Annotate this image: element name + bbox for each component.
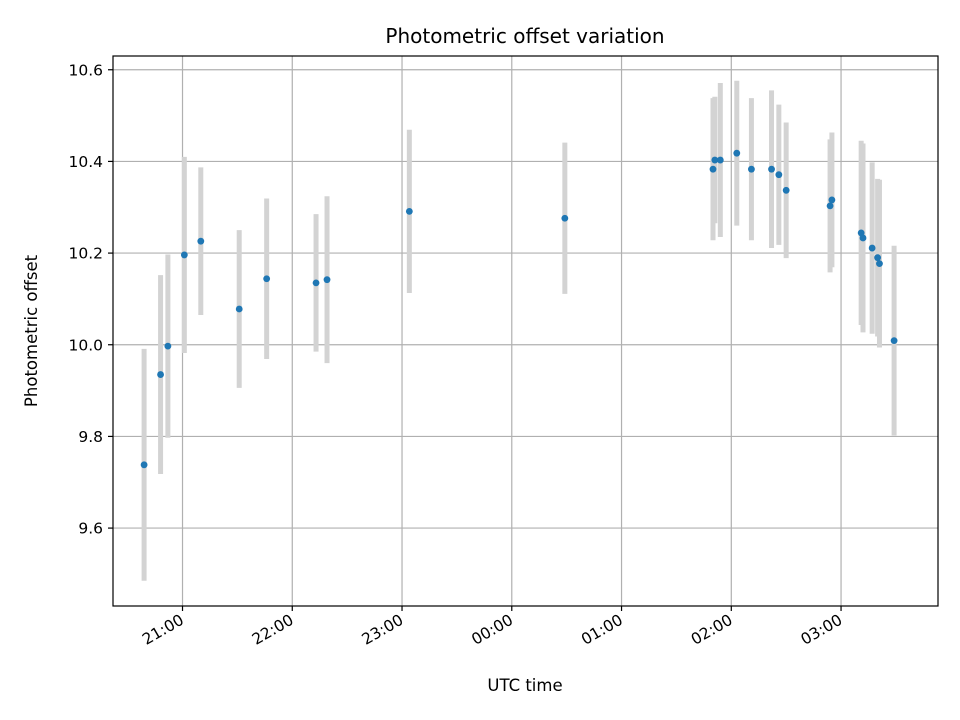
data-point [140,461,148,469]
x-axis-label: UTC time [487,676,562,695]
data-point [733,149,741,157]
data-point [263,275,271,283]
data-point [876,260,883,268]
data-point [782,186,790,194]
data-point [235,305,243,313]
data-point [775,171,783,179]
data-point [826,202,834,210]
y-tick-label: 10.4 [68,153,103,171]
data-point [561,214,569,222]
chart-title: Photometric offset variation [385,24,664,48]
data-point [868,244,876,252]
data-point [748,165,755,173]
data-point [828,196,836,204]
data-point [768,165,775,173]
data-point [180,251,188,259]
y-tick-label: 9.8 [78,428,103,446]
data-point [164,342,172,350]
data-point [197,237,205,245]
y-tick-label: 10.6 [68,61,103,79]
axis-ticks: 21:00 22:00 23:00 00:00 01:00 02:00 03:009.69.… [68,61,845,649]
y-tick-label: 10.0 [68,336,103,354]
data-point [312,279,320,287]
data-point [874,254,882,262]
plot-frame [112,55,939,607]
y-axis-label: Photometric offset [22,254,41,407]
y-tick-label: 10.2 [68,245,103,263]
data-point [711,156,719,164]
data-point [716,156,724,164]
data-point [323,276,331,284]
data-point [157,371,164,378]
grid [113,56,938,606]
y-tick-label: 9.6 [78,520,103,538]
data-point [709,165,717,173]
data-points [140,149,898,469]
data-point [890,337,898,345]
data-point [405,207,413,215]
data-point [859,234,867,242]
